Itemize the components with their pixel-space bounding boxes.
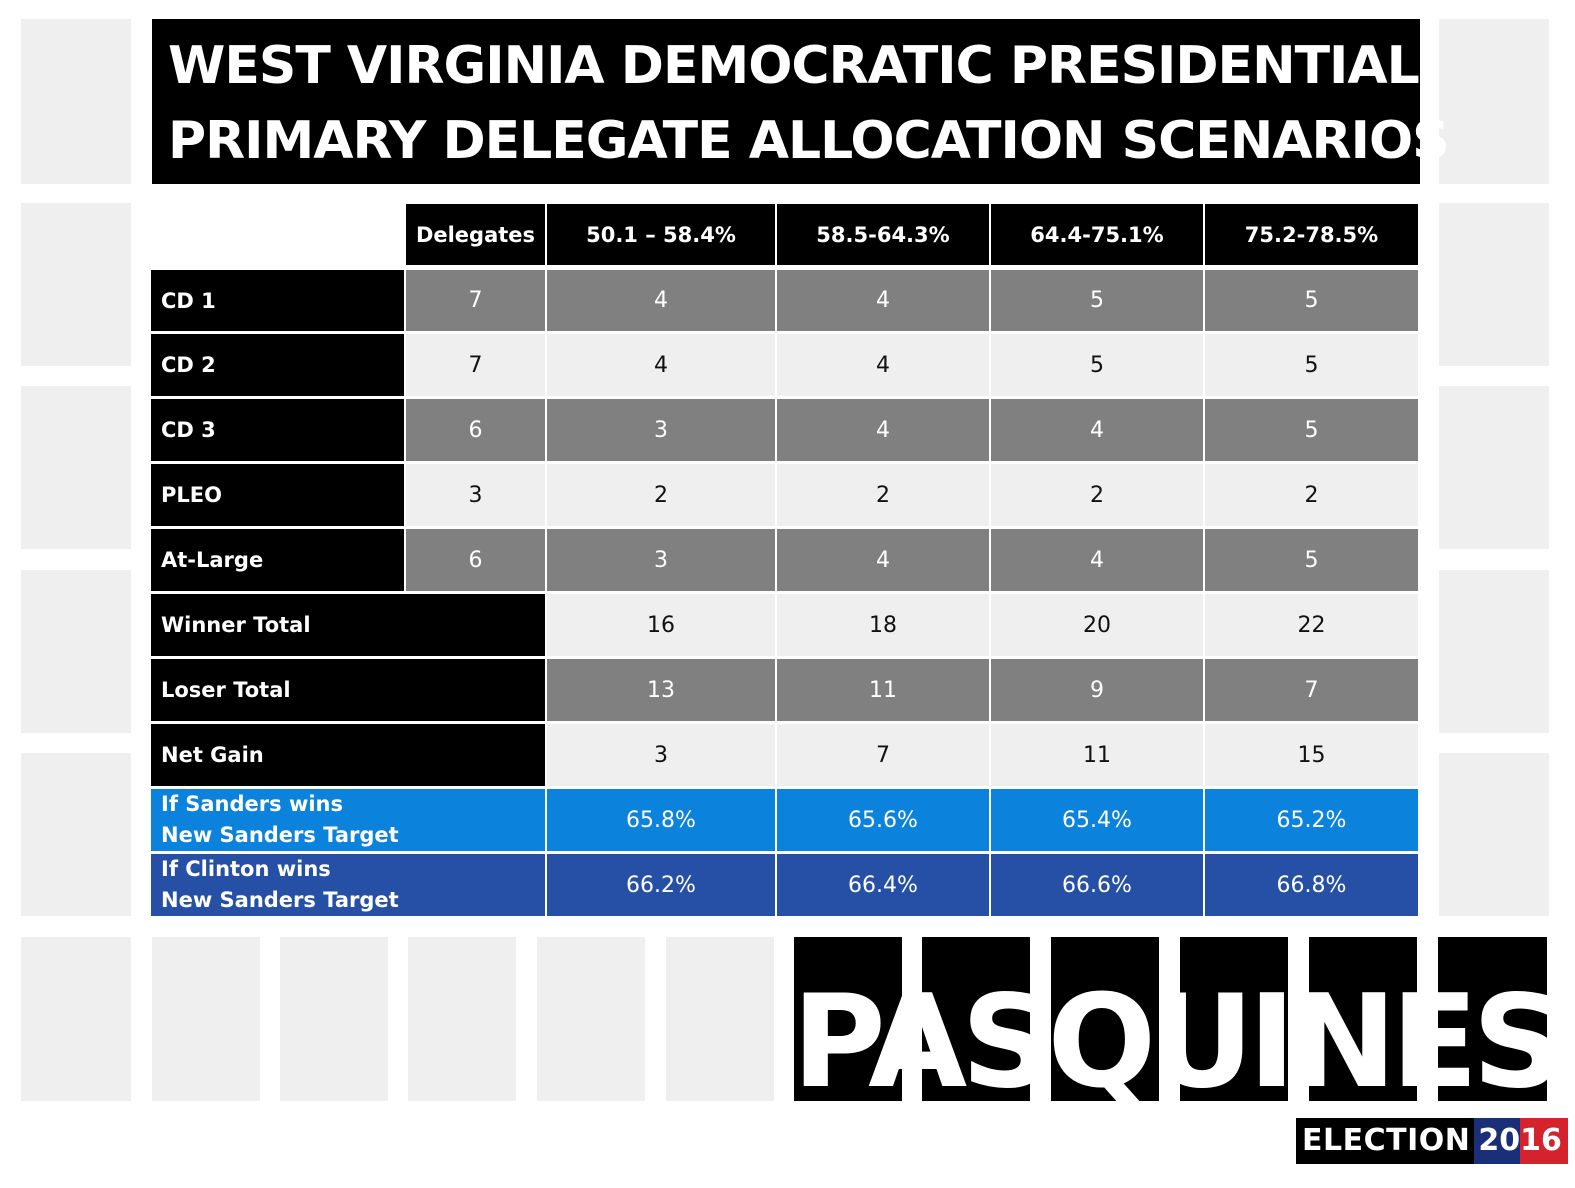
row-label-cd2: CD 2 [151, 334, 404, 396]
cell-cd1-s3: 5 [991, 270, 1203, 331]
cell-cd1-s2: 4 [777, 270, 989, 331]
cell-net-gain-s4: 15 [1205, 724, 1418, 786]
logo-block [1051, 937, 1159, 1101]
row-label-clinton-wins: If Clinton wins New Sanders Target [151, 854, 545, 916]
row-label-net-gain: Net Gain [151, 724, 545, 786]
logo-text: PASQUINES [792, 968, 1564, 1117]
row-label-sanders-line2: New Sanders Target [161, 823, 399, 847]
bg-tile [21, 386, 131, 549]
cell-pleo-s1: 2 [547, 464, 775, 526]
cell-cd2-delegates: 7 [406, 334, 545, 396]
cell-sanders-s3: 65.4% [991, 789, 1203, 851]
row-label-winner-total: Winner Total [151, 594, 545, 656]
bg-tile [21, 937, 131, 1101]
cell-loser-total-s1: 13 [547, 659, 775, 721]
cell-cd3-delegates: 6 [406, 399, 545, 461]
cell-cd3-s1: 3 [547, 399, 775, 461]
bg-tile [666, 937, 774, 1101]
cell-loser-total-s4: 7 [1205, 659, 1418, 721]
cell-cd2-s1: 4 [547, 334, 775, 396]
row-label-at-large: At-Large [151, 529, 404, 591]
election-word: ELECTION [1296, 1118, 1475, 1164]
cell-pleo-s3: 2 [991, 464, 1203, 526]
row-label-cd1: CD 1 [151, 270, 404, 331]
cell-at-large-s4: 5 [1205, 529, 1418, 591]
cell-sanders-s4: 65.2% [1205, 789, 1418, 851]
cell-pleo-delegates: 3 [406, 464, 545, 526]
header-delegates: Delegates [406, 204, 545, 265]
cell-sanders-s1: 65.8% [547, 789, 775, 851]
row-label-pleo: PLEO [151, 464, 404, 526]
bg-tile [280, 937, 388, 1101]
election-2016-badge: ELECTION 20 16 [1296, 1118, 1568, 1164]
cell-cd1-s1: 4 [547, 270, 775, 331]
bg-tile [1439, 203, 1549, 366]
election-year-part2: 16 [1520, 1118, 1568, 1164]
cell-winner-total-s3: 20 [991, 594, 1203, 656]
cell-cd2-s2: 4 [777, 334, 989, 396]
bg-tile [152, 937, 260, 1101]
cell-loser-total-s3: 9 [991, 659, 1203, 721]
title-line-2: PRIMARY DELEGATE ALLOCATION SCENARIOS [168, 111, 1450, 171]
cell-winner-total-s4: 22 [1205, 594, 1418, 656]
cell-clinton-s3: 66.6% [991, 854, 1203, 916]
cell-at-large-s2: 4 [777, 529, 989, 591]
logo-block [922, 937, 1030, 1101]
cell-cd2-s4: 5 [1205, 334, 1418, 396]
bg-tile [21, 19, 131, 184]
logo-block [794, 937, 902, 1101]
bg-tile [21, 203, 131, 366]
cell-cd3-s2: 4 [777, 399, 989, 461]
cell-clinton-s1: 66.2% [547, 854, 775, 916]
row-label-cd3: CD 3 [151, 399, 404, 461]
cell-clinton-s4: 66.8% [1205, 854, 1418, 916]
row-label-sanders-line1: If Sanders wins [161, 792, 343, 816]
row-label-clinton-line2: New Sanders Target [161, 888, 399, 912]
cell-at-large-s3: 4 [991, 529, 1203, 591]
cell-net-gain-s2: 7 [777, 724, 989, 786]
bg-tile [21, 570, 131, 733]
cell-loser-total-s2: 11 [777, 659, 989, 721]
cell-cd1-s4: 5 [1205, 270, 1418, 331]
bg-tile [408, 937, 516, 1101]
cell-net-gain-s1: 3 [547, 724, 775, 786]
chart-title: WEST VIRGINIA DEMOCRATIC PRESIDENTIAL PR… [152, 19, 1450, 184]
cell-winner-total-s2: 18 [777, 594, 989, 656]
row-label-loser-total: Loser Total [151, 659, 545, 721]
bg-tile [1439, 19, 1549, 184]
row-label-sanders-wins: If Sanders wins New Sanders Target [151, 789, 545, 851]
header-scenario-4: 75.2-78.5% [1205, 204, 1418, 265]
bg-tile [21, 753, 131, 916]
cell-at-large-delegates: 6 [406, 529, 545, 591]
logo-block [1309, 937, 1417, 1101]
logo-block [1180, 937, 1288, 1101]
cell-cd1-delegates: 7 [406, 270, 545, 331]
election-year-part1: 20 [1474, 1118, 1521, 1164]
cell-cd3-s3: 4 [991, 399, 1203, 461]
cell-net-gain-s3: 11 [991, 724, 1203, 786]
header-scenario-1: 50.1 – 58.4% [547, 204, 775, 265]
bg-tile [1439, 753, 1549, 916]
bg-tile [537, 937, 645, 1101]
row-label-clinton-line1: If Clinton wins [161, 857, 331, 881]
cell-sanders-s2: 65.6% [777, 789, 989, 851]
cell-pleo-s4: 2 [1205, 464, 1418, 526]
header-scenario-2: 58.5-64.3% [777, 204, 989, 265]
cell-cd2-s3: 5 [991, 334, 1203, 396]
bg-tile [1439, 570, 1549, 733]
cell-pleo-s2: 2 [777, 464, 989, 526]
cell-cd3-s4: 5 [1205, 399, 1418, 461]
cell-at-large-s1: 3 [547, 529, 775, 591]
logo-block [1438, 937, 1547, 1101]
cell-clinton-s2: 66.4% [777, 854, 989, 916]
cell-winner-total-s1: 16 [547, 594, 775, 656]
title-line-1: WEST VIRGINIA DEMOCRATIC PRESIDENTIAL [168, 36, 1420, 96]
header-scenario-3: 64.4-75.1% [991, 204, 1203, 265]
bg-tile [1439, 386, 1549, 549]
